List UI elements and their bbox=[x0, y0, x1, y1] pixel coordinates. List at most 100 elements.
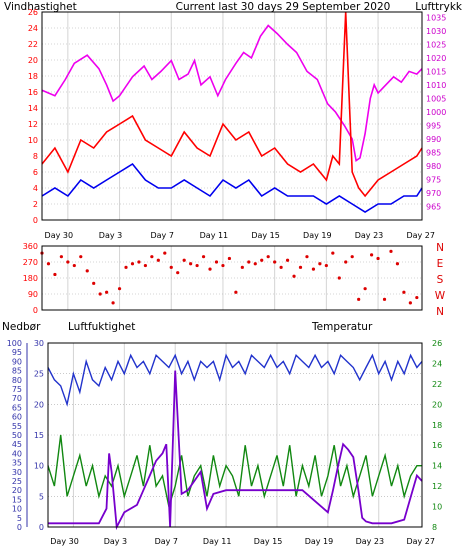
wind-direction-point bbox=[189, 262, 193, 266]
panel1-right-tick-label: 985 bbox=[426, 148, 441, 157]
wind-direction-point bbox=[266, 255, 270, 259]
panel1-right-tick-label: 1035 bbox=[426, 13, 446, 22]
compass-label: E bbox=[437, 258, 444, 270]
temperature-tick-label: 20 bbox=[432, 400, 442, 409]
temperature-tick-label: 16 bbox=[432, 441, 442, 450]
pressure-series-line bbox=[41, 24, 423, 162]
panel3-x-tick-label: Day 7 bbox=[155, 537, 178, 546]
wind-speed-label: Vindhastighet bbox=[4, 1, 77, 13]
wind-direction-point bbox=[150, 255, 154, 259]
panel1-left-tick-label: 6 bbox=[33, 168, 38, 177]
wind-gust-series-line bbox=[41, 11, 423, 198]
wind-direction-point bbox=[46, 262, 51, 266]
panel1-x-tick-label: Day 3 bbox=[99, 231, 122, 240]
wind-direction-point bbox=[285, 258, 290, 262]
temperature-tick-label: 18 bbox=[432, 421, 442, 430]
panel1-right-tick-label: 1015 bbox=[426, 67, 446, 76]
wind-direction-point bbox=[247, 260, 251, 264]
panel1-right-tick-label: 975 bbox=[426, 175, 441, 184]
panel1-right-tick-label: 970 bbox=[426, 189, 441, 198]
precip-tick-label: 70 bbox=[12, 394, 22, 403]
panel1-x-tick-label: Day 15 bbox=[251, 231, 280, 240]
wind-direction-point bbox=[208, 267, 212, 271]
temperature-series-line bbox=[47, 434, 422, 507]
panel1-left-tick-label: 18 bbox=[28, 72, 38, 81]
wind-direction-point bbox=[79, 255, 83, 259]
panel1-right-tick-label: 1000 bbox=[426, 108, 446, 117]
panel1-left-tick-label: 0 bbox=[33, 216, 38, 225]
pressure-label: Lufttrykk bbox=[415, 1, 463, 13]
precip-tick-label: 40 bbox=[12, 449, 22, 458]
temperature-tick-label: 12 bbox=[432, 482, 442, 491]
panel2-left-tick-label: 0 bbox=[33, 306, 38, 315]
wind-direction-point bbox=[298, 265, 303, 269]
panel1-right-tick-label: 1010 bbox=[426, 81, 446, 90]
wind-direction-point bbox=[143, 263, 148, 268]
wind-direction-point bbox=[260, 258, 264, 262]
precip-tick-label: 55 bbox=[12, 422, 22, 431]
wind-direction-point bbox=[163, 251, 167, 255]
panel1-left-tick-label: 2 bbox=[33, 200, 38, 209]
wind-direction-point bbox=[253, 262, 257, 266]
wind-direction-point bbox=[395, 262, 400, 266]
wind-direction-point bbox=[273, 260, 277, 264]
precip-tick-label: 85 bbox=[12, 367, 22, 376]
precip-tick-label: 60 bbox=[12, 413, 22, 422]
wind-direction-point bbox=[318, 262, 322, 266]
panel1-left-tick-label: 10 bbox=[28, 136, 38, 145]
wind-direction-point bbox=[137, 260, 141, 264]
precip-tick-label: 15 bbox=[12, 495, 22, 504]
precip-tick-label: 45 bbox=[12, 440, 22, 449]
wind-direction-point bbox=[66, 260, 70, 264]
panel1-right-tick-label: 990 bbox=[426, 135, 441, 144]
panel1-left-tick-label: 16 bbox=[28, 88, 38, 97]
wind-direction-panel: 0 N 90 W 180 S 270 E 360 N bbox=[23, 242, 446, 318]
wind-direction-point bbox=[130, 262, 135, 266]
wind-speed-series-line bbox=[41, 162, 423, 213]
panel1-left-tick-label: 24 bbox=[28, 24, 38, 33]
wind-direction-point bbox=[311, 267, 316, 271]
humidity-tick-label: 15 bbox=[34, 431, 44, 440]
wind-direction-point bbox=[105, 290, 109, 294]
panel3-x-tick-label: Day 3 bbox=[104, 537, 127, 546]
wind-direction-point bbox=[59, 255, 63, 259]
panel1-left-tick-label: 12 bbox=[28, 120, 38, 129]
wind-direction-point bbox=[98, 292, 102, 296]
humidity-tick-label: 10 bbox=[34, 462, 44, 471]
wind-direction-point bbox=[337, 276, 341, 280]
panel3-x-tick-label: Day 23 bbox=[356, 537, 385, 546]
humidity-tick-label: 20 bbox=[34, 400, 44, 409]
panel1-right-tick-label: 965 bbox=[426, 202, 441, 211]
panel1-right-tick-label: 1005 bbox=[426, 94, 446, 103]
panel1-x-tick-label: Day 30 bbox=[45, 231, 74, 240]
wind-direction-point bbox=[156, 258, 160, 262]
wind-direction-point bbox=[240, 265, 244, 269]
panel2-left-tick-label: 360 bbox=[23, 242, 38, 251]
wind-direction-point bbox=[227, 256, 232, 261]
temperature-tick-label: 22 bbox=[432, 380, 442, 389]
temperature-tick-label: 10 bbox=[432, 503, 442, 512]
humidity-tick-label: 30 bbox=[34, 339, 44, 348]
wind-direction-point bbox=[72, 263, 76, 268]
wind-direction-point bbox=[85, 269, 89, 273]
wind-direction-point bbox=[201, 255, 206, 259]
wind-direction-point bbox=[292, 274, 296, 278]
panel1-x-tick-label: Day 23 bbox=[355, 231, 384, 240]
panel1-right-tick-label: 980 bbox=[426, 162, 441, 171]
panel1-frame bbox=[41, 11, 423, 221]
precip-tick-label: 5 bbox=[17, 514, 22, 523]
wind-direction-point bbox=[408, 301, 412, 305]
wind-direction-point bbox=[363, 287, 367, 291]
wind-direction-point bbox=[376, 256, 380, 261]
panel1-left-tick-label: 4 bbox=[33, 184, 38, 193]
panel3-x-tick-label: Day 15 bbox=[254, 537, 283, 546]
wind-direction-point bbox=[221, 263, 225, 268]
temperature-tick-label: 26 bbox=[432, 339, 442, 348]
wind-pressure-panel: 0246810121416182022242696597097598098599… bbox=[28, 8, 447, 240]
compass-label: S bbox=[437, 274, 444, 286]
wind-direction-point bbox=[369, 253, 374, 257]
precip-tick-label: 80 bbox=[12, 376, 22, 385]
wind-direction-point bbox=[344, 260, 348, 264]
wind-direction-point bbox=[357, 297, 361, 301]
wind-direction-point bbox=[176, 271, 180, 275]
